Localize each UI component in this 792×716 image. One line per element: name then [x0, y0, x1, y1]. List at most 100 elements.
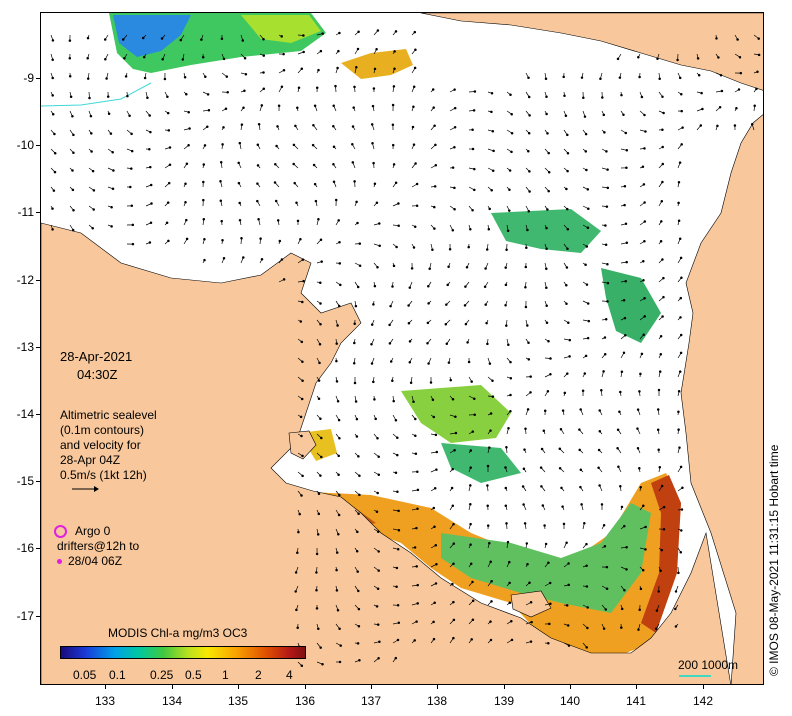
velocity-arrow-head — [318, 361, 321, 365]
velocity-arrow-head — [396, 490, 399, 494]
velocity-arrow-head — [395, 245, 398, 249]
velocity-arrow-head — [315, 86, 319, 89]
velocity-arrow-head — [680, 93, 683, 96]
velocity-arrow-head — [529, 391, 532, 394]
velocity-arrow-head — [484, 303, 487, 306]
velocity-arrow-head — [566, 207, 569, 211]
velocity-arrow-head — [625, 166, 628, 170]
velocity-arrow-head — [72, 208, 75, 212]
velocity-arrow-head — [375, 201, 379, 205]
velocity-arrow-head — [301, 379, 304, 383]
velocity-arrow-head — [313, 182, 317, 186]
velocity-arrow-head — [219, 199, 223, 203]
velocity-arrow-head — [296, 106, 299, 110]
velocity-arrow-head — [356, 47, 360, 51]
velocity-arrow-head — [583, 521, 586, 525]
velocity-arrow-head — [148, 147, 151, 151]
velocity-arrow-head — [527, 95, 531, 99]
velocity-arrow-head — [661, 315, 664, 318]
velocity-arrow-head — [262, 37, 265, 41]
velocity-arrow-head — [314, 199, 318, 203]
velocity-arrow-head — [280, 35, 283, 38]
velocity-arrow-head — [297, 86, 301, 89]
velocity-arrow-head — [541, 504, 545, 507]
velocity-arrow-head — [491, 379, 494, 383]
velocity-arrow-head — [320, 455, 323, 459]
lon-label: 138 — [426, 694, 448, 708]
velocity-arrow-head — [311, 143, 315, 147]
velocity-arrow-head — [757, 53, 761, 57]
velocity-arrow-head — [469, 466, 472, 469]
velocity-arrow-head — [394, 30, 398, 33]
velocity-arrow-head — [317, 397, 321, 401]
velocity-arrow-head — [202, 180, 205, 184]
velocity-arrow-head — [469, 484, 472, 487]
velocity-arrow-head — [469, 502, 472, 506]
velocity-arrow-head — [148, 114, 151, 117]
velocity-arrow-head — [337, 454, 340, 458]
velocity-arrow-head — [640, 95, 644, 99]
velocity-arrow-head — [678, 446, 681, 449]
velocity-arrow-head — [92, 189, 96, 192]
velocity-arrow-head — [130, 132, 133, 136]
chl-patch-mid-east — [491, 209, 601, 253]
velocity-arrow-head — [394, 181, 398, 185]
velocity-arrow-head — [638, 390, 641, 393]
velocity-arrow-head — [521, 485, 525, 488]
velocity-arrow-head — [506, 229, 510, 233]
velocity-arrow-head — [658, 77, 661, 81]
velocity-arrow-head — [166, 201, 170, 204]
velocity-arrow-head — [407, 304, 410, 307]
velocity-arrow-head — [565, 541, 568, 544]
velocity-arrow-head — [490, 189, 493, 192]
lon-label: 140 — [559, 694, 581, 708]
velocity-arrow-head — [358, 659, 361, 662]
velocity-arrow-head — [222, 126, 225, 129]
velocity-arrow-head — [485, 248, 489, 251]
velocity-arrow-head — [659, 334, 663, 338]
lon-label: 141 — [625, 694, 647, 708]
velocity-arrow-head — [332, 180, 336, 183]
velocity-arrow-head — [388, 342, 392, 345]
velocity-arrow-head — [337, 219, 340, 222]
velocity-arrow-head — [560, 486, 563, 490]
velocity-arrow-head — [312, 163, 316, 167]
velocity-arrow-head — [167, 181, 171, 185]
velocity-arrow-head — [435, 468, 438, 471]
colorbar-title: MODIS Chl-a mg/m3 OC3 — [108, 626, 248, 640]
velocity-arrow-head — [300, 434, 303, 438]
velocity-arrow-head — [451, 582, 454, 586]
chl-patch-central — [401, 385, 511, 443]
velocity-arrow-head — [372, 87, 376, 90]
velocity-arrow-head — [351, 143, 354, 146]
velocity-arrow-head — [504, 304, 507, 307]
velocity-arrow-head — [335, 380, 339, 383]
velocity-arrow-head — [434, 582, 438, 585]
velocity-arrow-head — [337, 513, 341, 517]
lat-tick — [36, 145, 41, 146]
velocity-arrow-head — [226, 91, 229, 94]
velocity-arrow-head — [504, 283, 508, 287]
velocity-arrow-head — [486, 464, 490, 468]
velocity-arrow-head — [315, 607, 319, 610]
velocity-arrow-head — [319, 49, 323, 53]
velocity-arrow-head — [414, 417, 417, 421]
velocity-arrow-head — [431, 398, 435, 402]
velocity-arrow-head — [335, 551, 339, 554]
velocity-arrow-head — [282, 278, 286, 281]
landmass-new-guinea — [420, 13, 763, 91]
velocity-arrow-head — [524, 427, 527, 431]
lat-label: -16 — [16, 541, 34, 555]
velocity-arrow-head — [604, 318, 608, 321]
lat-tick — [36, 280, 41, 281]
velocity-arrow-head — [356, 285, 360, 289]
velocity-arrow-head — [319, 238, 323, 241]
velocity-arrow-head — [339, 644, 342, 647]
velocity-arrow-head — [318, 342, 322, 346]
velocity-arrow-head — [149, 165, 152, 169]
velocity-arrow-head — [432, 620, 435, 624]
velocity-arrow-head — [467, 360, 471, 364]
velocity-arrow-head — [697, 74, 701, 77]
velocity-arrow-head — [282, 52, 285, 56]
velocity-arrow-head — [641, 569, 645, 572]
